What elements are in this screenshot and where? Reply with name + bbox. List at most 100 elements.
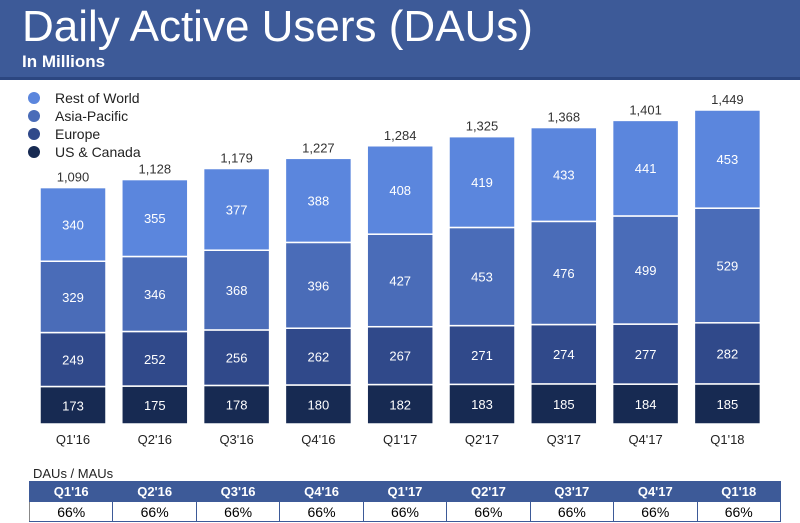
segment-label: 453 (717, 152, 739, 167)
table-value-cell: 66% (529, 501, 615, 522)
legend-label: US & Canada (55, 144, 141, 160)
segment-label: 185 (717, 397, 739, 412)
bar-segment (366, 145, 434, 235)
legend-swatch (28, 110, 40, 122)
dau-mau-table: Q1'16 Q2'16 Q3'16 Q4'16 Q1'17 Q2'17 Q3'17 Q4'17… (28, 481, 781, 522)
segment-label: 184 (635, 397, 657, 412)
bar-segment (121, 178, 189, 258)
table-value-cell: 66% (696, 501, 781, 522)
table-header-cell: Q3'17 (529, 481, 615, 502)
legend-item: Asia-Pacific (28, 107, 141, 125)
bar-segment (39, 331, 107, 388)
legend-item: Rest of World (28, 89, 141, 107)
x-tick-label: Q3'16 (219, 432, 253, 447)
segment-label: 340 (62, 217, 84, 232)
total-label: 1,128 (139, 162, 172, 177)
bar-segment (202, 249, 271, 331)
total-label: 1,401 (629, 102, 662, 117)
table-header-cell: Q4'17 (613, 481, 698, 502)
segment-label: 175 (144, 398, 166, 413)
bar-segment (448, 226, 516, 327)
table-value-cell: 66% (279, 501, 364, 522)
legend-label: Rest of World (55, 90, 140, 106)
table-value-cell: 66% (362, 501, 448, 522)
total-label: 1,227 (302, 140, 335, 155)
segment-label: 368 (226, 283, 248, 298)
segment-label: 529 (717, 258, 739, 273)
total-label: 1,325 (466, 119, 499, 134)
x-tick-label: Q1'16 (56, 432, 90, 447)
segment-label: 408 (389, 183, 411, 198)
segment-label: 346 (144, 287, 166, 302)
segment-label: 427 (389, 273, 411, 288)
legend-swatch (28, 128, 40, 140)
bar-segment (121, 385, 189, 425)
page-subtitle: In Millions (22, 52, 106, 71)
table-value-cell: 66% (112, 501, 197, 522)
table-value-cell: 66% (613, 501, 698, 522)
segment-label: 419 (471, 175, 493, 190)
bar-segment (284, 327, 353, 386)
x-tick-label: Q4'17 (628, 432, 662, 447)
segment-label: 183 (471, 397, 493, 412)
segment-label: 178 (226, 398, 248, 413)
bar-segment (39, 260, 107, 334)
bar-segment (39, 186, 107, 263)
segment-label: 282 (717, 346, 739, 361)
total-label: 1,449 (711, 92, 744, 107)
segment-label: 355 (144, 211, 166, 226)
x-tick-label: Q1'18 (710, 432, 744, 447)
segment-label: 433 (553, 167, 575, 182)
table-value-cell: 66% (446, 501, 531, 522)
table-header-cell: Q2'17 (446, 481, 531, 502)
segment-label: 453 (471, 270, 493, 285)
segment-label: 267 (389, 349, 411, 364)
bar-segment (611, 323, 680, 385)
table-header-cell: Q1'16 (28, 481, 114, 502)
bar-segment (693, 109, 762, 209)
segment-label: 173 (62, 398, 84, 413)
bar-segment (202, 384, 271, 425)
x-tick-label: Q4'16 (301, 432, 335, 447)
legend-swatch (28, 146, 40, 158)
segment-label: 396 (308, 278, 330, 293)
table-label: DAUs / MAUs (33, 466, 114, 481)
table-header-cell: Q1'18 (696, 481, 781, 502)
bar-segment (202, 167, 271, 251)
segment-label: 182 (389, 397, 411, 412)
stacked-bar-chart: 173 249 329 340 1,090 Q1'16 175 252 346 355 1,128 Q… (39, 92, 762, 447)
legend-item: Europe (28, 125, 141, 143)
bar-segment (693, 207, 762, 324)
segment-label: 274 (553, 347, 575, 362)
bar-segment (611, 383, 680, 425)
segment-label: 377 (226, 202, 248, 217)
segment-label: 476 (553, 266, 575, 281)
segment-label: 271 (471, 348, 493, 363)
table-value-cell: 66% (28, 501, 114, 522)
segment-label: 256 (226, 351, 248, 366)
segment-label: 252 (144, 352, 166, 367)
x-tick-label: Q3'17 (547, 432, 581, 447)
bar-segment (366, 383, 434, 425)
table-header-cell: Q2'16 (112, 481, 197, 502)
x-tick-label: Q1'17 (383, 432, 417, 447)
bar-segment (284, 157, 353, 244)
segment-label: 499 (635, 263, 657, 278)
segment-label: 388 (308, 193, 330, 208)
page-title: Daily Active Users (DAUs) (22, 2, 533, 51)
segment-label: 185 (553, 397, 575, 412)
bar-segment (611, 119, 680, 217)
table-value-cell: 66% (195, 501, 281, 522)
legend-label: Europe (55, 126, 101, 142)
x-tick-label: Q2'17 (465, 432, 499, 447)
segment-label: 441 (635, 161, 657, 176)
bar-segment (284, 241, 353, 329)
bar-segment (693, 383, 762, 425)
bar-segment (530, 126, 598, 223)
total-label: 1,284 (384, 128, 417, 143)
total-label: 1,090 (57, 170, 90, 185)
segment-label: 180 (308, 397, 330, 412)
bar-segment (530, 323, 598, 385)
segment-label: 277 (635, 347, 657, 362)
legend-swatch (28, 92, 40, 104)
